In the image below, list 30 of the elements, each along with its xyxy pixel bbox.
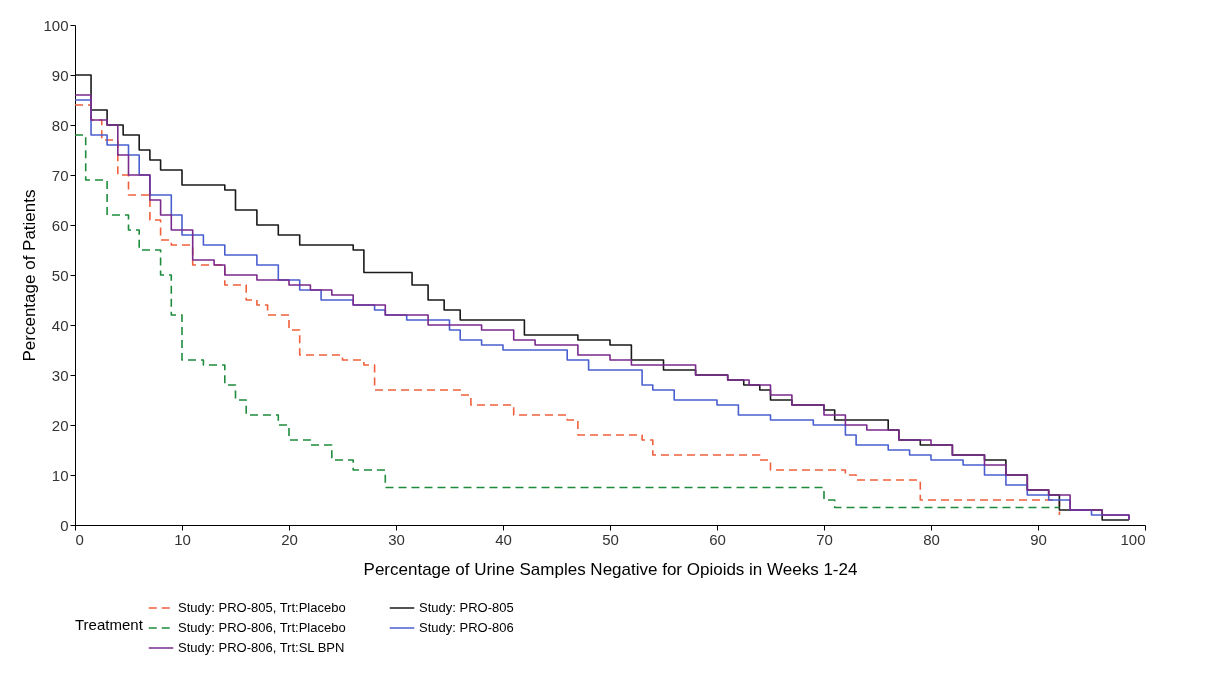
x-tick-label: 80 [923, 530, 940, 548]
legend-label: Study: PRO-806, Trt:Placebo [178, 620, 346, 635]
y-tick-label: 80 [51, 116, 69, 134]
y-tick-label: 60 [51, 216, 69, 234]
x-tick-label: 70 [816, 530, 833, 548]
y-tick-label: 0 [60, 516, 69, 534]
y-tick-label: 30 [51, 366, 69, 384]
y-tick-label: 40 [51, 316, 69, 334]
x-tick-label: 100 [1120, 530, 1146, 548]
y-tick-label: 100 [43, 16, 69, 34]
x-axis-title: Percentage of Urine Samples Negative for Opioids in Weeks 1-24 [363, 559, 858, 579]
x-tick-label: 0 [75, 530, 84, 548]
y-tick-label: 50 [51, 266, 69, 284]
legend-label: Study: PRO-805 [419, 600, 514, 615]
legend-title: Treatment [75, 616, 144, 633]
x-tick-label: 90 [1030, 530, 1047, 548]
y-tick-label: 10 [51, 466, 69, 484]
legend-label: Study: PRO-805, Trt:Placebo [178, 600, 346, 615]
x-tick-label: 60 [709, 530, 726, 548]
x-tick-label: 30 [388, 530, 405, 548]
x-tick-label: 20 [281, 530, 298, 548]
y-tick-label: 70 [51, 166, 69, 184]
x-tick-label: 40 [495, 530, 512, 548]
x-tick-label: 50 [602, 530, 619, 548]
y-tick-label: 90 [51, 66, 69, 84]
x-tick-label: 10 [174, 530, 191, 548]
y-axis-title: Percentage of Patients [20, 189, 40, 362]
y-tick-label: 20 [51, 416, 69, 434]
legend-label: Study: PRO-806, Trt:SL BPN [178, 640, 345, 655]
legend-label: Study: PRO-806 [419, 620, 514, 635]
